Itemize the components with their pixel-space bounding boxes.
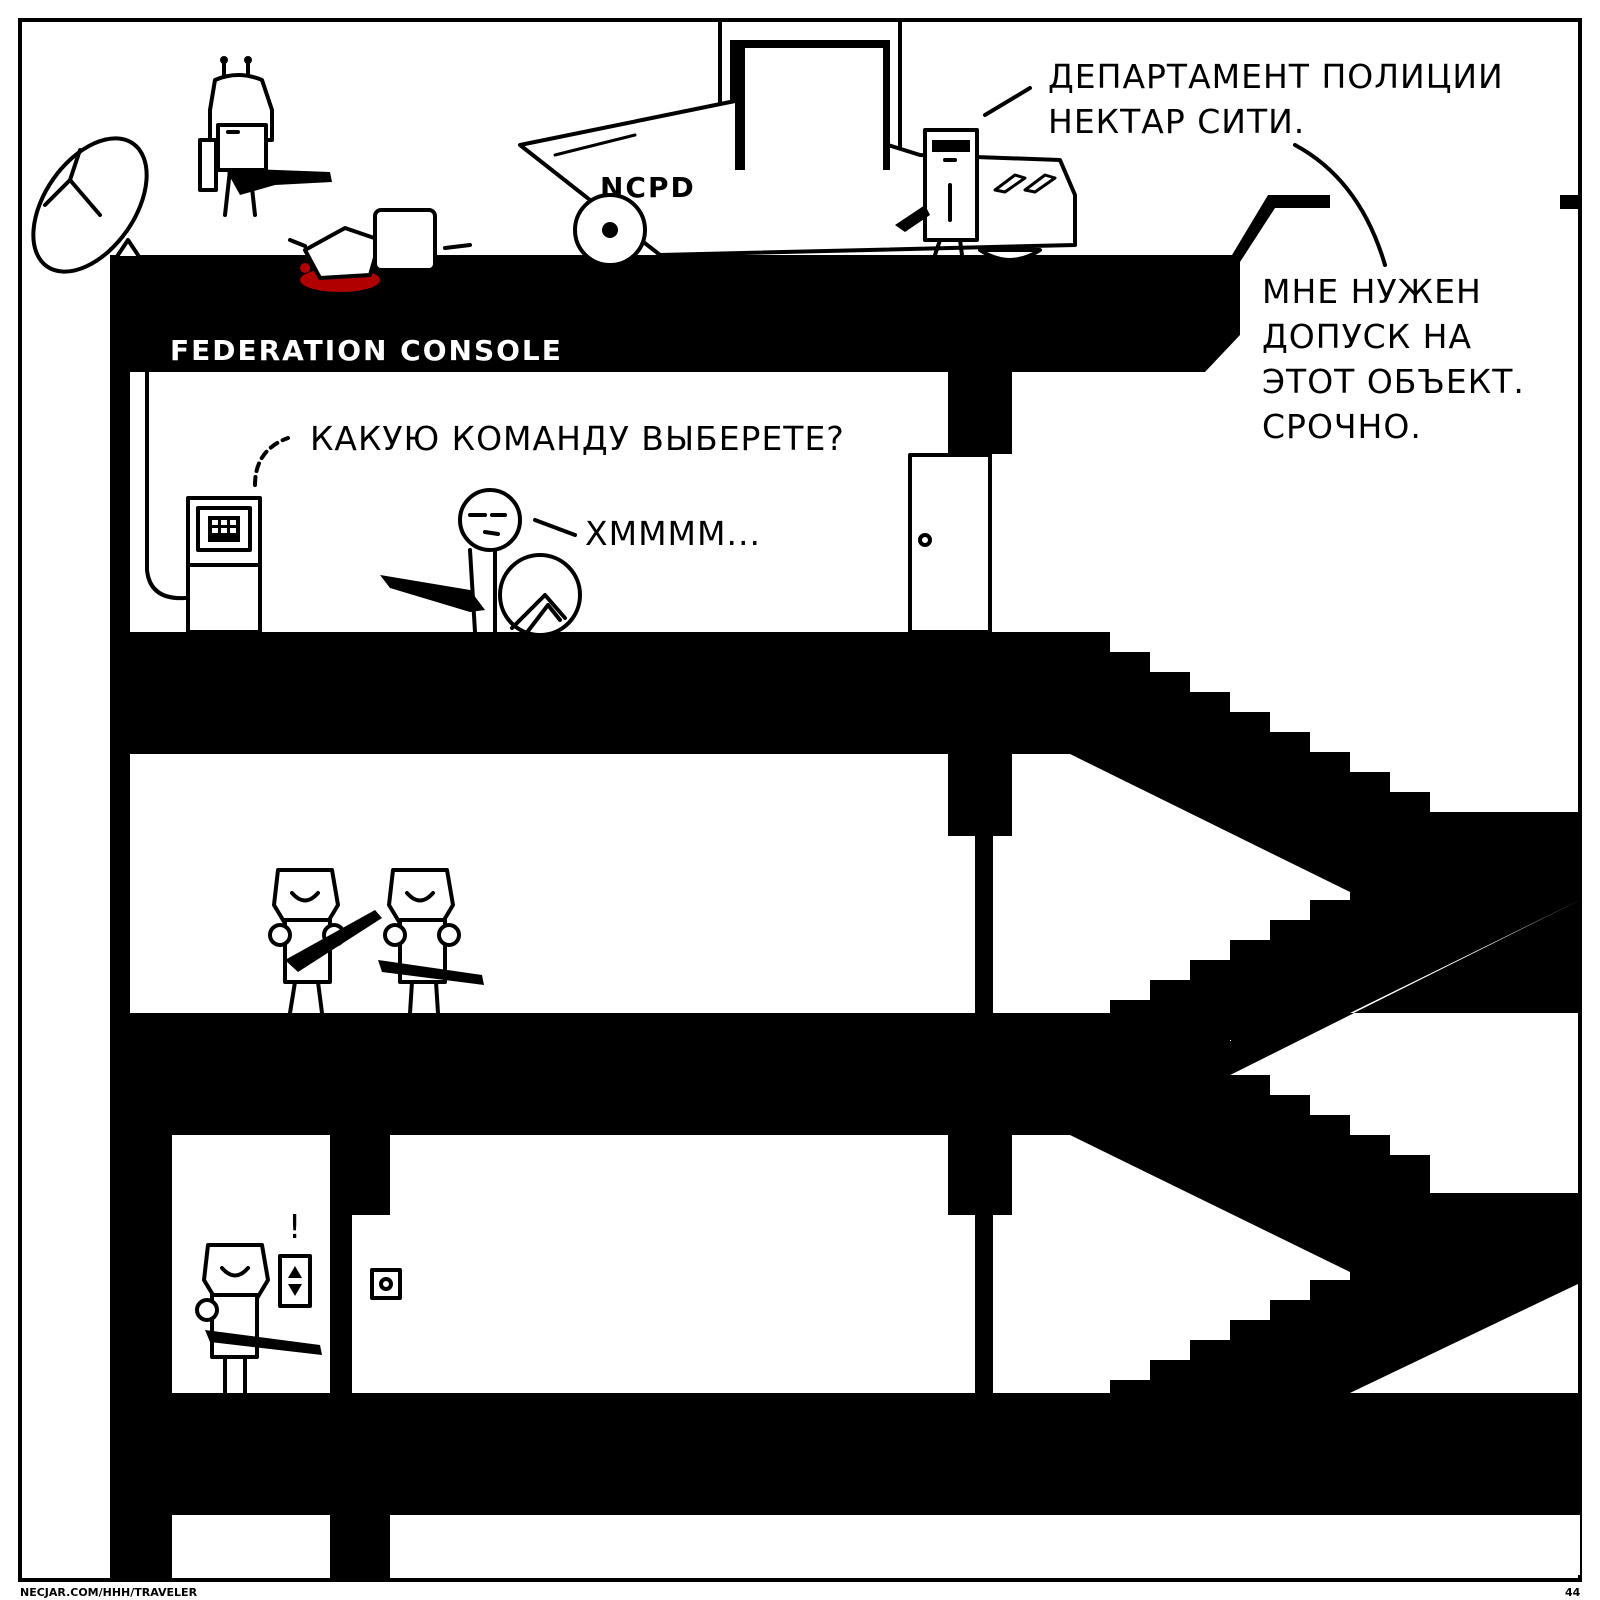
- officer2-speech-line1: МНЕ НУЖЕН: [1262, 272, 1482, 311]
- vehicle-label: NCPD: [600, 171, 696, 204]
- guard-figure-right: [378, 868, 484, 1015]
- speech-tail-hero: [533, 518, 577, 537]
- building-sign: FEDERATION CONSOLE: [170, 334, 563, 367]
- police-vehicle: NCPD: [518, 18, 1077, 267]
- console-cable: [145, 370, 187, 601]
- door[interactable]: [908, 453, 992, 634]
- guard-figure-left: [268, 868, 382, 1015]
- footer-url: NECJAR.COM/HHH/TRAVELER: [20, 1586, 198, 1599]
- wall-switch[interactable]: [370, 1268, 402, 1300]
- arrow-down-icon[interactable]: [288, 1284, 302, 1296]
- police-officer-figure: [895, 128, 979, 257]
- fallen-guard-figure: [288, 208, 472, 292]
- officer2-speech-line4: СРОЧНО.: [1262, 407, 1422, 446]
- federation-console: [186, 496, 262, 634]
- speech-tail-officer2: [1293, 143, 1387, 267]
- sitting-guard-figure: [198, 56, 332, 217]
- speech-tail-console: [253, 436, 290, 487]
- officer2-speech-line3: ЭТОТ ОБЪЕКТ.: [1262, 362, 1525, 401]
- elevator-call-panel[interactable]: [278, 1254, 312, 1308]
- officer-speech-line2: НЕКТАР СИТИ.: [1048, 102, 1305, 141]
- building: [110, 195, 1580, 1580]
- hero-figure: [380, 488, 582, 637]
- speech-tail-officer: [983, 86, 1032, 117]
- officer-speech-line1: ДЕПАРТАМЕНТ ПОЛИЦИИ: [1048, 57, 1504, 96]
- hero-reply: ХММММ...: [585, 514, 761, 553]
- elevator-guard-figure: !: [195, 1207, 322, 1395]
- officer2-speech-line2: ДОПУСК НА: [1262, 317, 1472, 356]
- console-prompt: КАКУЮ КОМАНДУ ВЫБЕРЕТЕ?: [310, 419, 845, 458]
- arrow-up-icon[interactable]: [288, 1266, 302, 1278]
- satellite-dish: [31, 136, 149, 274]
- page-number: 44: [1565, 1586, 1581, 1599]
- alert-mark: !: [288, 1207, 302, 1246]
